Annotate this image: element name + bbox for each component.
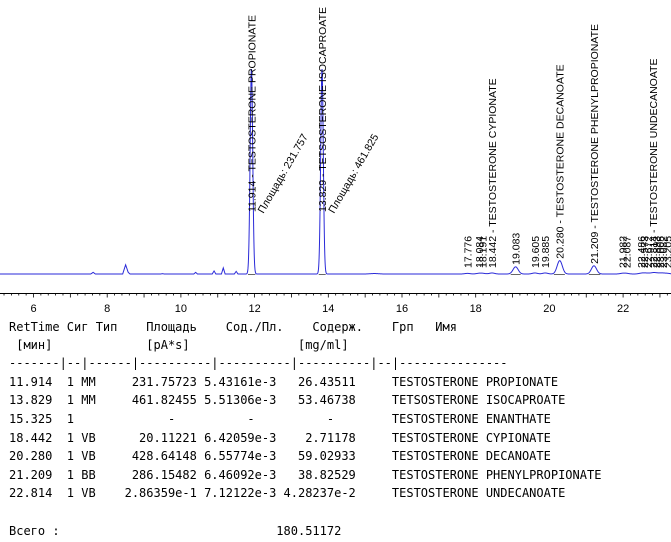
peak-label: 22.087 [621, 236, 633, 268]
chromatogram-trace-line [0, 69, 671, 275]
peak-label: 22.893 [651, 236, 663, 268]
peak-label: 17.776 [462, 236, 474, 268]
peak-label: 19.885 [540, 236, 552, 268]
peak-label-layer: 11.914 - TESTOSTERONE PROPIONATEПлощадь:… [246, 7, 671, 268]
peak-area-label: Площадь: 231.757 [256, 132, 311, 216]
peak-label: 22.573 [639, 236, 651, 268]
peak-label: 22.672 [643, 236, 655, 268]
x-axis-tick-label: 20 [543, 303, 555, 315]
peak-label: 22.486 [636, 236, 648, 268]
peak-label: 23.082 [658, 236, 670, 268]
peak-label: 18.084 [474, 236, 486, 268]
report-header-columns: RetTime Сиг Тип Площадь Сод./Пл. Содерж.… [9, 320, 457, 334]
report-separator: -------|--|------|----------|----------|… [9, 356, 508, 370]
x-axis-tick-label: 8 [104, 303, 110, 315]
report-row: 22.814 1 VB 2.86359e-1 7.12122e-3 4.2823… [9, 486, 566, 500]
chromatogram-trace-layer [0, 69, 671, 275]
peak-label: 19.083 [511, 233, 523, 265]
peak-label: 21.209 - TESTOSTERONE PHENYLPROPIONATE [589, 24, 601, 264]
x-axis-tick-label: 14 [322, 303, 334, 315]
peak-label: 21.982 [617, 236, 629, 268]
x-axis-tick-label: 12 [248, 303, 260, 315]
peak-label: 22.814 - TESTOSTERONE UNDECANOATE [648, 59, 660, 268]
x-axis-tick-label: 22 [617, 303, 629, 315]
x-axis: 6 8 10 12 14 16 18 20 22 [0, 293, 671, 315]
report-row: 21.209 1 BB 286.15482 6.46092e-3 38.8252… [9, 468, 602, 482]
peak-area-label: Площадь: 461.825 [326, 132, 381, 216]
peak-label: 19.605 [530, 236, 542, 268]
peak-label: 13.829 - TETSOSTERONE ISOCAPROATE [317, 7, 329, 212]
report-header-units: [мин] [pA*s] [mg/ml] [9, 338, 349, 352]
report-row: 13.829 1 MM 461.82455 5.51306e-3 53.4673… [9, 393, 566, 407]
chromatogram-plot: 11.914 - TESTOSTERONE PROPIONATEПлощадь:… [0, 7, 671, 315]
peak-label: 11.914 - TESTOSTERONE PROPIONATE [246, 15, 258, 212]
report-row: 11.914 1 MM 231.75723 5.43161e-3 26.4351… [9, 375, 559, 389]
x-axis-tick-label: 16 [396, 303, 408, 315]
x-axis-tick-label: 10 [175, 303, 187, 315]
report-row: 18.442 1 VB 20.11221 6.42059e-3 2.71178 … [9, 431, 551, 445]
integration-report: RetTime Сиг Тип Площадь Сод./Пл. Содерж.… [0, 318, 671, 542]
report-row: 15.325 1 - - - TESTOSTERONE ENANTHATE [9, 412, 551, 426]
peak-label: 18.191 [478, 236, 490, 268]
report-total: Всего : 180.51172 [9, 524, 342, 538]
report-row: 20.280 1 VB 428.64148 6.55774e-3 59.0293… [9, 449, 551, 463]
peak-label: 18.442 - TESTOSTERONE CYPIONATE [487, 78, 499, 268]
peak-label: 23.005 [655, 236, 667, 268]
peak-label: 20.280 - TESTOSTERONE DECANOATE [555, 64, 567, 258]
peak-label: 23.205 [663, 236, 671, 268]
x-axis-tick-label: 18 [470, 303, 482, 315]
x-axis-tick-label: 6 [30, 303, 36, 315]
